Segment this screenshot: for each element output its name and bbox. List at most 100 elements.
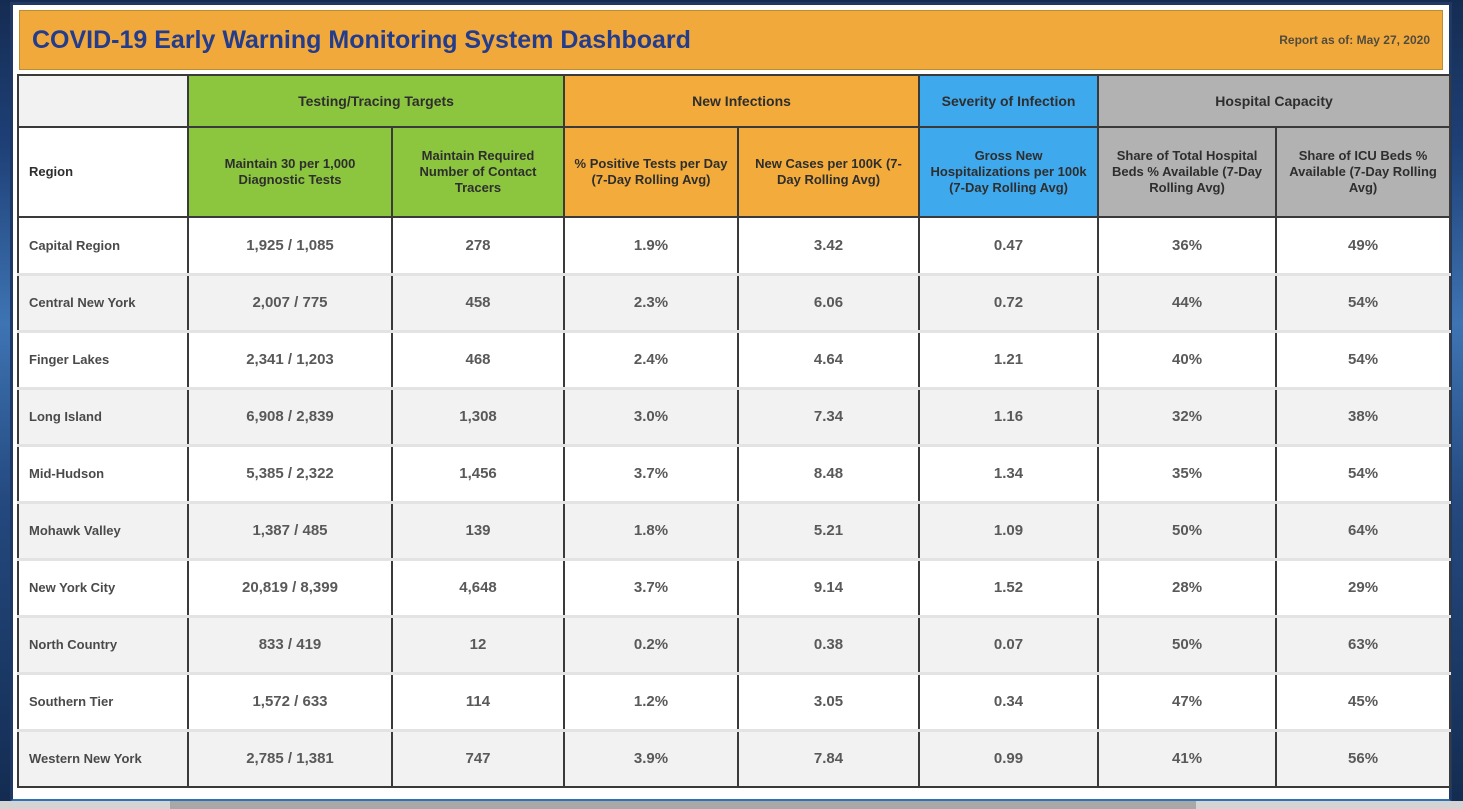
value-cell: 3.0% (563, 386, 740, 445)
horizontal-scrollbar-thumb[interactable] (170, 801, 1196, 809)
value-cell: 7.34 (737, 386, 921, 445)
value-cell: 0.38 (737, 614, 921, 673)
value-cell: 458 (390, 272, 566, 331)
value-cell: 54% (1275, 329, 1452, 388)
value-cell: 64% (1275, 500, 1452, 559)
table-row: Central New York 2,007 / 775 458 2.3% 6.… (17, 272, 1452, 331)
value-cell: 41% (1097, 728, 1278, 787)
value-cell: 49% (1275, 217, 1452, 274)
value-cell: 4.64 (737, 329, 921, 388)
region-cell: New York City (17, 557, 189, 616)
value-cell: 44% (1097, 272, 1278, 331)
group-new-infections: New Infections (563, 74, 921, 128)
page-title: COVID-19 Early Warning Monitoring System… (32, 25, 691, 54)
value-cell: 5,385 / 2,322 (187, 443, 393, 502)
group-header-row: Testing/Tracing Targets New Infections S… (17, 74, 1452, 128)
value-cell: 56% (1275, 728, 1452, 787)
column-header-icu-beds: Share of ICU Beds % Available (7-Day Rol… (1275, 126, 1452, 218)
table-row: Western New York 2,785 / 1,381 747 3.9% … (17, 728, 1452, 787)
value-cell: 38% (1275, 386, 1452, 445)
value-cell: 0.72 (918, 272, 1100, 331)
title-bar: COVID-19 Early Warning Monitoring System… (19, 10, 1443, 70)
value-cell: 50% (1097, 614, 1278, 673)
column-header-contact-tracers: Maintain Required Number of Contact Trac… (390, 126, 566, 218)
value-cell: 0.99 (918, 728, 1100, 787)
value-cell: 0.07 (918, 614, 1100, 673)
value-cell: 2,007 / 775 (187, 272, 393, 331)
horizontal-scrollbar[interactable] (0, 801, 1463, 809)
value-cell: 2,341 / 1,203 (187, 329, 393, 388)
table-row: Mid-Hudson 5,385 / 2,322 1,456 3.7% 8.48… (17, 443, 1452, 502)
value-cell: 3.42 (737, 217, 921, 274)
table-row: North Country 833 / 419 12 0.2% 0.38 0.0… (17, 614, 1452, 673)
value-cell: 8.48 (737, 443, 921, 502)
value-cell: 139 (390, 500, 566, 559)
table-row: Southern Tier 1,572 / 633 114 1.2% 3.05 … (17, 671, 1452, 730)
dashboard-panel: COVID-19 Early Warning Monitoring System… (10, 2, 1452, 802)
value-cell: 32% (1097, 386, 1278, 445)
column-header-hospitalizations: Gross New Hospitalizations per 100k (7-D… (918, 126, 1100, 218)
value-cell: 1.09 (918, 500, 1100, 559)
value-cell: 40% (1097, 329, 1278, 388)
region-cell: Mid-Hudson (17, 443, 189, 502)
value-cell: 1,572 / 633 (187, 671, 393, 730)
value-cell: 1.9% (563, 217, 740, 274)
value-cell: 1.34 (918, 443, 1100, 502)
column-header-new-cases: New Cases per 100K (7-Day Rolling Avg) (737, 126, 921, 218)
value-cell: 0.2% (563, 614, 740, 673)
value-cell: 833 / 419 (187, 614, 393, 673)
value-cell: 114 (390, 671, 566, 730)
value-cell: 278 (390, 217, 566, 274)
value-cell: 0.47 (918, 217, 1100, 274)
table-row: Capital Region 1,925 / 1,085 278 1.9% 3.… (17, 217, 1452, 274)
column-header-row: Region Maintain 30 per 1,000 Diagnostic … (17, 126, 1452, 218)
value-cell: 2.4% (563, 329, 740, 388)
region-cell: Western New York (17, 728, 189, 787)
value-cell: 28% (1097, 557, 1278, 616)
value-cell: 1,456 (390, 443, 566, 502)
value-cell: 1.21 (918, 329, 1100, 388)
value-cell: 1.8% (563, 500, 740, 559)
dashboard-table: Testing/Tracing Targets New Infections S… (17, 74, 1452, 788)
value-cell: 468 (390, 329, 566, 388)
value-cell: 6.06 (737, 272, 921, 331)
region-cell: Finger Lakes (17, 329, 189, 388)
group-severity: Severity of Infection (918, 74, 1100, 128)
value-cell: 12 (390, 614, 566, 673)
table-row: New York City 20,819 / 8,399 4,648 3.7% … (17, 557, 1452, 616)
value-cell: 63% (1275, 614, 1452, 673)
value-cell: 2.3% (563, 272, 740, 331)
value-cell: 1,387 / 485 (187, 500, 393, 559)
corner-cell (17, 74, 189, 128)
value-cell: 3.7% (563, 557, 740, 616)
value-cell: 1,308 (390, 386, 566, 445)
region-cell: Southern Tier (17, 671, 189, 730)
value-cell: 2,785 / 1,381 (187, 728, 393, 787)
group-hospital-capacity: Hospital Capacity (1097, 74, 1452, 128)
value-cell: 54% (1275, 443, 1452, 502)
table-row: Long Island 6,908 / 2,839 1,308 3.0% 7.3… (17, 386, 1452, 445)
column-header-hospital-beds: Share of Total Hospital Beds % Available… (1097, 126, 1278, 218)
value-cell: 1.16 (918, 386, 1100, 445)
column-header-region: Region (17, 126, 189, 218)
value-cell: 20,819 / 8,399 (187, 557, 393, 616)
region-cell: Capital Region (17, 217, 189, 274)
value-cell: 3.7% (563, 443, 740, 502)
value-cell: 29% (1275, 557, 1452, 616)
report-date: Report as of: May 27, 2020 (1279, 33, 1430, 47)
region-cell: Mohawk Valley (17, 500, 189, 559)
value-cell: 4,648 (390, 557, 566, 616)
value-cell: 7.84 (737, 728, 921, 787)
region-cell: Central New York (17, 272, 189, 331)
value-cell: 0.34 (918, 671, 1100, 730)
value-cell: 35% (1097, 443, 1278, 502)
value-cell: 50% (1097, 500, 1278, 559)
table-row: Mohawk Valley 1,387 / 485 139 1.8% 5.21 … (17, 500, 1452, 559)
value-cell: 5.21 (737, 500, 921, 559)
column-header-positive-tests: % Positive Tests per Day (7-Day Rolling … (563, 126, 740, 218)
value-cell: 36% (1097, 217, 1278, 274)
value-cell: 1.2% (563, 671, 740, 730)
value-cell: 1.52 (918, 557, 1100, 616)
value-cell: 3.9% (563, 728, 740, 787)
value-cell: 54% (1275, 272, 1452, 331)
